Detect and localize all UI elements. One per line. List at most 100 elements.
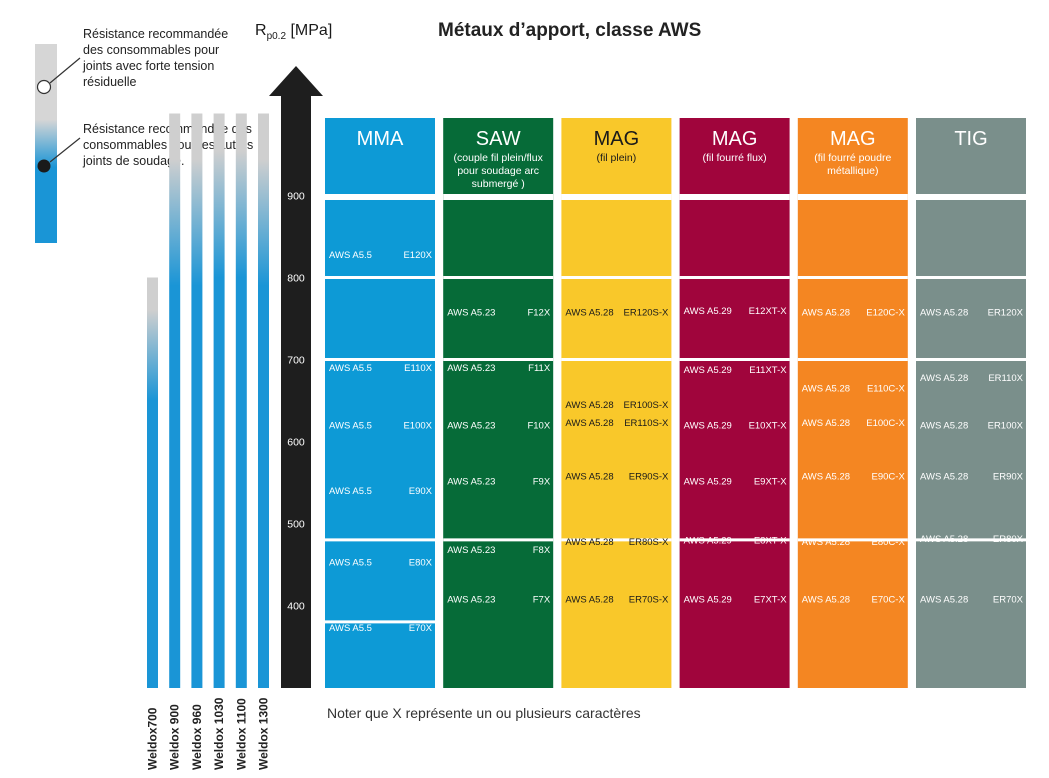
legend-graphic xyxy=(35,44,81,243)
entry-class: E100C-X xyxy=(866,418,905,429)
entry-class: ER70X xyxy=(993,594,1024,605)
entry-standard: AWS A5.29 xyxy=(684,365,732,376)
legend-filled-marker xyxy=(37,159,51,173)
steel-grade-label: Weldox700 xyxy=(146,707,160,770)
column-header-TIG: TIG xyxy=(954,128,987,150)
entry-standard: AWS A5.29 xyxy=(684,476,732,487)
entry-standard: AWS A5.23 xyxy=(447,594,495,605)
entry-standard: AWS A5.28 xyxy=(565,307,613,318)
entry-standard: AWS A5.29 xyxy=(684,594,732,605)
column-subheader: métallique) xyxy=(827,165,878,177)
entry-class: E120X xyxy=(403,250,432,261)
entry-class: ER120S-X xyxy=(624,307,670,318)
y-tick-label: 500 xyxy=(287,519,305,531)
y-axis: 400 500 600 700 800 900 xyxy=(269,66,323,688)
legend-open-marker xyxy=(36,79,52,95)
steel-grade-label: Weldox 900 xyxy=(168,704,182,770)
steel-bar xyxy=(191,113,203,688)
entry-standard: AWS A5.23 xyxy=(447,421,495,432)
entry-standard: AWS A5.28 xyxy=(920,307,968,318)
table-column xyxy=(679,118,790,688)
entry-class: E90X xyxy=(409,486,433,497)
entry-standard: AWS A5.28 xyxy=(565,594,613,605)
entry-standard: AWS A5.29 xyxy=(684,535,732,546)
legend-pointer-line xyxy=(49,137,81,163)
entry-standard: AWS A5.28 xyxy=(802,537,850,548)
table-column xyxy=(443,118,554,688)
entry-class: ER80S-X xyxy=(629,537,669,548)
entry-class: F9X xyxy=(533,476,551,487)
table-column xyxy=(797,118,908,688)
entry-class: E11XT-X xyxy=(749,365,787,376)
steel-bar xyxy=(147,277,158,688)
column-header-MAG_poudre: MAG xyxy=(830,128,876,150)
steel-grade-label: Weldox 1030 xyxy=(212,697,226,770)
table-column xyxy=(561,118,672,688)
entry-class: ER110X xyxy=(988,373,1023,384)
entry-standard: AWS A5.28 xyxy=(802,594,850,605)
steel-bar xyxy=(235,113,247,688)
entry-standard: AWS A5.5 xyxy=(329,363,372,374)
chart-title: Métaux d’apport, classe AWS xyxy=(438,20,702,41)
entry-standard: AWS A5.23 xyxy=(447,363,495,374)
entry-class: ER90X xyxy=(993,471,1024,482)
entry-class: ER100S-X xyxy=(624,400,670,411)
column-subheader: (couple fil plein/flux xyxy=(454,152,544,164)
entry-class: E100X xyxy=(403,421,432,432)
process-table: MMA AWS A5.5 E120X AWS A5.5 E110X AWS A5.5 E10… xyxy=(325,118,1026,688)
entry-class: E7XT-X xyxy=(754,594,787,605)
entry-standard: AWS A5.5 xyxy=(329,421,372,432)
entry-standard: AWS A5.28 xyxy=(565,537,613,548)
y-axis-label-unit: [MPa] xyxy=(290,22,333,39)
entry-class: ER90S-X xyxy=(629,471,669,482)
entry-standard: AWS A5.28 xyxy=(920,471,968,482)
y-axis-label-sub: p0.2 xyxy=(266,31,287,43)
column-subheader: submergé ) xyxy=(472,178,525,190)
entry-standard: AWS A5.28 xyxy=(920,421,968,432)
steel-grade-label: Weldox 1300 xyxy=(257,697,271,770)
entry-class: E12XT-X xyxy=(749,306,788,317)
column-subheader: (fil plein) xyxy=(597,152,637,164)
y-axis-arrow-head xyxy=(269,66,323,96)
y-tick-label: 700 xyxy=(287,355,305,367)
column-subheader: (fil fourré poudre xyxy=(814,152,891,164)
footnote: Noter que X représente un ou plusieurs c… xyxy=(327,705,641,721)
entry-standard: AWS A5.28 xyxy=(920,594,968,605)
entry-class: E80C-X xyxy=(872,537,906,548)
entry-standard: AWS A5.28 xyxy=(920,534,968,545)
column-header-SAW: SAW xyxy=(476,128,521,150)
entry-standard: AWS A5.5 xyxy=(329,486,372,497)
steel-bar xyxy=(258,113,269,688)
table-column xyxy=(325,118,435,688)
entry-class: E9XT-X xyxy=(754,476,787,487)
legend-gradient-bar xyxy=(35,44,57,243)
entry-standard: AWS A5.28 xyxy=(802,471,850,482)
y-tick-label: 900 xyxy=(287,191,305,203)
column-header-MAG_flux: MAG xyxy=(712,128,758,150)
entry-class: F10X xyxy=(527,421,550,432)
entry-class: ER120X xyxy=(988,307,1024,318)
steel-grade-label: Weldox 960 xyxy=(190,704,204,770)
entry-class: E110C-X xyxy=(867,384,906,395)
entry-class: E70C-X xyxy=(872,594,906,605)
entry-class: E90C-X xyxy=(872,471,906,482)
entry-standard: AWS A5.28 xyxy=(565,418,613,429)
y-axis-label: Rp0.2 [MPa] xyxy=(255,22,332,42)
entry-standard: AWS A5.23 xyxy=(447,307,495,318)
steel-bars: Weldox700 Weldox 900 Weldox 960 Weldox 1030… xyxy=(146,113,271,770)
steel-bar xyxy=(169,113,181,688)
entry-class: E8XT-X xyxy=(754,535,787,546)
entry-standard: AWS A5.5 xyxy=(329,250,372,261)
entry-standard: AWS A5.28 xyxy=(802,307,850,318)
entry-standard: AWS A5.5 xyxy=(329,623,372,634)
entry-class: F11X xyxy=(528,363,551,374)
entry-class: E80X xyxy=(409,558,433,569)
entry-class: F7X xyxy=(533,594,551,605)
entry-standard: AWS A5.23 xyxy=(447,476,495,487)
entry-standard: AWS A5.28 xyxy=(565,471,613,482)
table-column xyxy=(916,118,1026,688)
entry-class: E10XT-X xyxy=(749,421,788,432)
entry-standard: AWS A5.5 xyxy=(329,558,372,569)
entry-standard: AWS A5.29 xyxy=(684,306,732,317)
entry-class: E120C-X xyxy=(866,307,905,318)
